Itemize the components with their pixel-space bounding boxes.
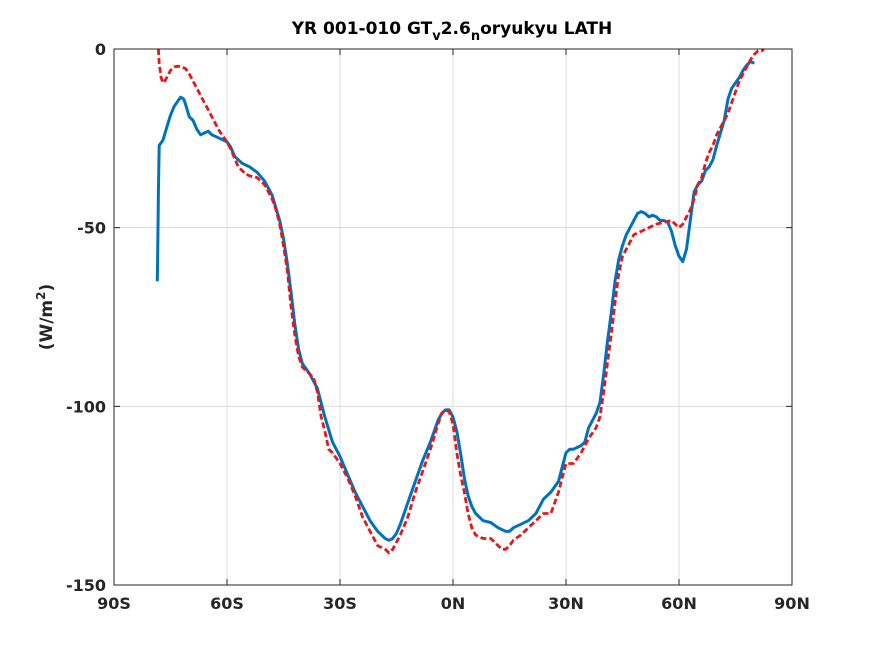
x-tick-labels: 90S 60S 30S 0N 30N 60N 90N xyxy=(97,594,810,613)
y-axis-label-superscript: 2 xyxy=(34,291,48,299)
y-tick-label: -100 xyxy=(66,397,106,416)
series-line-2 xyxy=(157,47,765,555)
x-tick-label: 30N xyxy=(548,594,584,613)
x-tick-label: 90S xyxy=(97,594,131,613)
series-line-1 xyxy=(155,60,755,542)
y-axis-label: (W/m2) xyxy=(34,284,57,351)
x-tick-label: 0N xyxy=(441,594,466,613)
tick-marks xyxy=(113,48,793,586)
y-tick-label: 0 xyxy=(95,40,106,59)
y-tick-labels: 0 -50 -100 -150 xyxy=(66,40,106,595)
title-part-4: oryukyu LATH xyxy=(480,19,612,39)
x-tick-label: 60S xyxy=(210,594,244,613)
y-tick-label: -50 xyxy=(77,219,106,238)
title-part-1: v xyxy=(432,29,441,44)
y-axis-label-text: (W/m xyxy=(37,300,57,350)
title-part-0: YR 001-010 GT xyxy=(291,19,433,39)
series-layer xyxy=(155,47,765,555)
x-tick-label: 60N xyxy=(661,594,697,613)
y-axis-label-close: ) xyxy=(37,284,57,292)
y-tick-label: -150 xyxy=(66,576,106,595)
title-part-2: 2.6 xyxy=(441,19,471,39)
x-tick-label: 30S xyxy=(323,594,357,613)
x-tick-label: 90N xyxy=(774,594,810,613)
chart-title: YR 001-010 GTv2.6noryukyu LATH xyxy=(291,19,613,44)
title-part-3: n xyxy=(471,29,480,44)
